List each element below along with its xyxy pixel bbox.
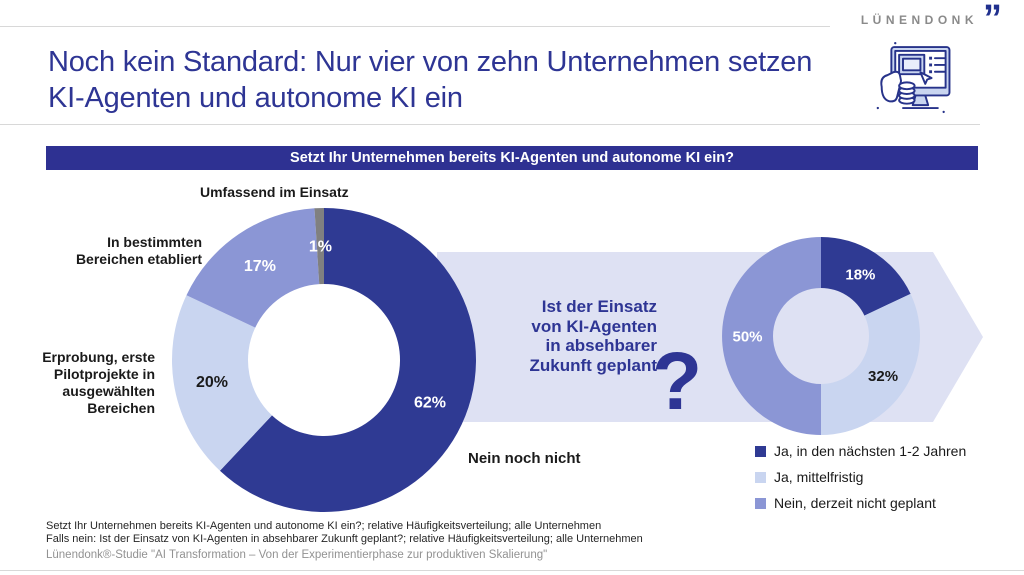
question-banner: Setzt Ihr Unternehmen bereits KI-Agenten… xyxy=(46,146,978,170)
footnote-line-1: Setzt Ihr Unternehmen bereits KI-Agenten… xyxy=(46,520,602,532)
donut-slice xyxy=(186,208,320,328)
source-citation: Lünendonk®-Studie "AI Transformation – V… xyxy=(46,549,548,561)
top-divider xyxy=(0,26,830,27)
donut-slice xyxy=(722,237,821,435)
slice-value-label: 20% xyxy=(196,374,228,391)
donut-slice xyxy=(821,293,920,435)
label-nein-noch-nicht: Nein noch nicht xyxy=(468,450,581,467)
label-umfassend-im-einsatz: Umfassend im Einsatz xyxy=(200,184,349,200)
quote-marks-icon: ” xyxy=(983,0,1002,40)
legend-label: Ja, mittelfristig xyxy=(774,469,864,485)
page-title: Noch kein Standard: Nur vier von zehn Un… xyxy=(48,46,813,114)
slice-value-label: 32% xyxy=(868,368,898,385)
legend-item: Ja, in den nächsten 1-2 Jahren xyxy=(755,443,966,469)
slice-value-label: 18% xyxy=(845,266,875,283)
legend-item: Ja, mittelfristig xyxy=(755,469,966,495)
donut-chart-planned-usage: 18% 32% 50% xyxy=(722,237,920,435)
legend-swatch-periwinkle xyxy=(755,498,766,509)
donut-slice xyxy=(314,208,324,285)
footnote-line-2: Falls nein: Ist der Einsatz von KI-Agent… xyxy=(46,533,643,545)
slice-value-label: 1% xyxy=(309,239,332,256)
slice-value-label: 50% xyxy=(732,329,762,346)
legend-swatch-light-blue xyxy=(755,472,766,483)
question-mark: ? xyxy=(652,336,703,427)
donut-slice xyxy=(172,295,272,471)
followup-question: Ist der Einsatz von KI-Agenten in absehb… xyxy=(529,297,657,375)
legend-label: Ja, in den nächsten 1-2 Jahren xyxy=(774,443,967,459)
legend-swatch-dark-blue xyxy=(755,446,766,457)
label-in-bestimmten-bereichen: In bestimmten Bereichen etabliert xyxy=(75,234,202,267)
bottom-divider xyxy=(0,570,1024,571)
label-erprobung-pilotprojekte: Erprobung, erste Pilotprojekte in ausgew… xyxy=(42,349,155,416)
donut-slice xyxy=(821,237,911,316)
title-divider xyxy=(0,124,980,125)
lunendonk-logo: LÜNENDONK ” xyxy=(860,0,1002,40)
monitor-hand-icon xyxy=(872,40,964,123)
legend: Ja, in den nächsten 1-2 Jahren Ja, mitte… xyxy=(755,443,966,521)
slice-value-label: 17% xyxy=(244,258,276,275)
donut-slice xyxy=(219,208,476,512)
logo-wordmark: LÜNENDONK xyxy=(860,13,978,27)
legend-label: Nein, derzeit nicht geplant xyxy=(774,495,936,511)
legend-item: Nein, derzeit nicht geplant xyxy=(755,495,966,521)
donut-chart-current-usage: 62% 20% 17% 1% xyxy=(172,208,476,512)
slice-value-label: 62% xyxy=(414,394,446,411)
